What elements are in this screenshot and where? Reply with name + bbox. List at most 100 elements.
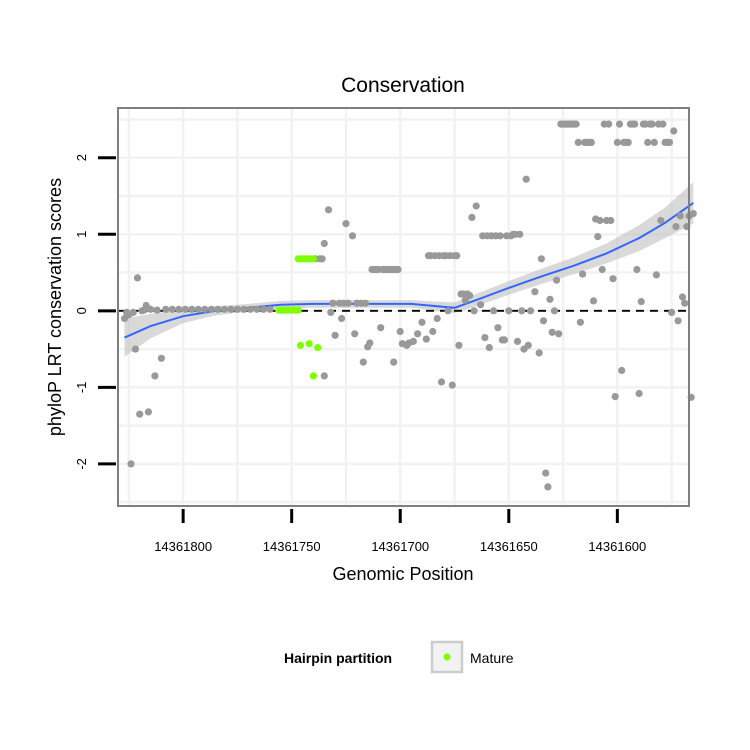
other-point (668, 308, 676, 316)
other-point (448, 381, 456, 389)
other-point (366, 339, 374, 347)
other-point (674, 317, 682, 325)
other-point (678, 293, 687, 301)
other-point (513, 337, 522, 345)
other-point (359, 358, 367, 366)
other-point (635, 389, 643, 398)
other-point (665, 138, 674, 146)
other-point (637, 298, 645, 306)
other-point (131, 345, 139, 353)
other-point (453, 252, 461, 260)
other-point (338, 314, 346, 323)
other-point (555, 330, 563, 338)
x-tick-label: 14361700 (371, 539, 429, 554)
other-point (175, 305, 183, 313)
other-point (162, 305, 170, 313)
other-point (594, 233, 602, 241)
other-point (466, 291, 474, 300)
x-tick-label: 14361750 (263, 539, 321, 554)
x-tick-label: 14361800 (154, 539, 212, 554)
other-point (605, 120, 613, 128)
data-points (120, 120, 697, 491)
other-point (494, 324, 502, 332)
other-point (136, 410, 144, 418)
x-axis-title: Genomic Position (332, 564, 473, 584)
x-tick-label: 14361650 (480, 539, 538, 554)
other-point (526, 307, 535, 315)
other-point (253, 305, 261, 313)
other-point (325, 206, 333, 214)
mature-point (294, 306, 302, 314)
other-point (344, 299, 352, 307)
other-point (544, 483, 552, 491)
other-point (147, 305, 155, 313)
legend: Hairpin partition Mature (284, 640, 514, 674)
other-point (542, 469, 550, 477)
other-point (574, 138, 582, 146)
other-point (233, 305, 241, 313)
mature-point (309, 255, 317, 263)
other-point (587, 138, 595, 146)
other-point (607, 216, 615, 225)
confidence-band-group (124, 182, 694, 357)
other-point (214, 305, 222, 313)
other-point (151, 372, 159, 380)
other-point (331, 331, 339, 339)
other-point (348, 232, 357, 240)
other-point (524, 341, 532, 349)
other-point (437, 378, 446, 386)
other-point (329, 299, 337, 307)
other-point (377, 324, 385, 332)
other-point (201, 305, 209, 313)
other-point (518, 307, 526, 315)
other-point (576, 318, 585, 326)
grid-lines (118, 108, 689, 506)
other-point (207, 305, 215, 313)
other-point (433, 314, 441, 323)
legend-title: Hairpin partition (284, 650, 392, 666)
other-point (409, 337, 417, 345)
other-point (153, 306, 161, 314)
other-point (496, 232, 504, 240)
mature-point (296, 341, 304, 349)
other-point (320, 372, 328, 380)
other-point (596, 216, 604, 225)
other-point (390, 358, 398, 366)
other-point (168, 305, 176, 313)
other-point (318, 255, 326, 263)
x-axis: 14361800 14361750 14361700 14361650 14361600 (154, 509, 646, 554)
mature-point (305, 340, 313, 348)
mature-point (314, 344, 322, 352)
other-point (689, 210, 697, 218)
y-tick-label: 2 (74, 154, 89, 161)
y-tick-label: 1 (74, 231, 89, 238)
other-point (418, 318, 426, 326)
other-point (672, 223, 680, 231)
other-point (129, 308, 137, 316)
other-point (579, 270, 587, 278)
other-point (500, 336, 509, 344)
other-point (157, 354, 165, 362)
other-point (133, 274, 142, 282)
other-point (361, 299, 370, 307)
mature-point (309, 372, 317, 380)
other-point (618, 366, 626, 375)
other-point (548, 328, 556, 336)
other-point (535, 349, 543, 357)
other-point (194, 305, 202, 313)
legend-label-mature: Mature (470, 650, 514, 666)
y-tick-label: -1 (74, 382, 89, 394)
other-point (320, 239, 328, 248)
other-point (657, 216, 665, 225)
other-point (485, 344, 493, 352)
other-point (351, 330, 359, 338)
other-point (444, 307, 452, 315)
other-point (572, 120, 580, 128)
other-point (461, 296, 469, 304)
other-point (455, 341, 463, 349)
other-point (546, 295, 554, 303)
other-point (477, 301, 485, 309)
other-point (613, 138, 622, 146)
other-point (468, 213, 476, 221)
